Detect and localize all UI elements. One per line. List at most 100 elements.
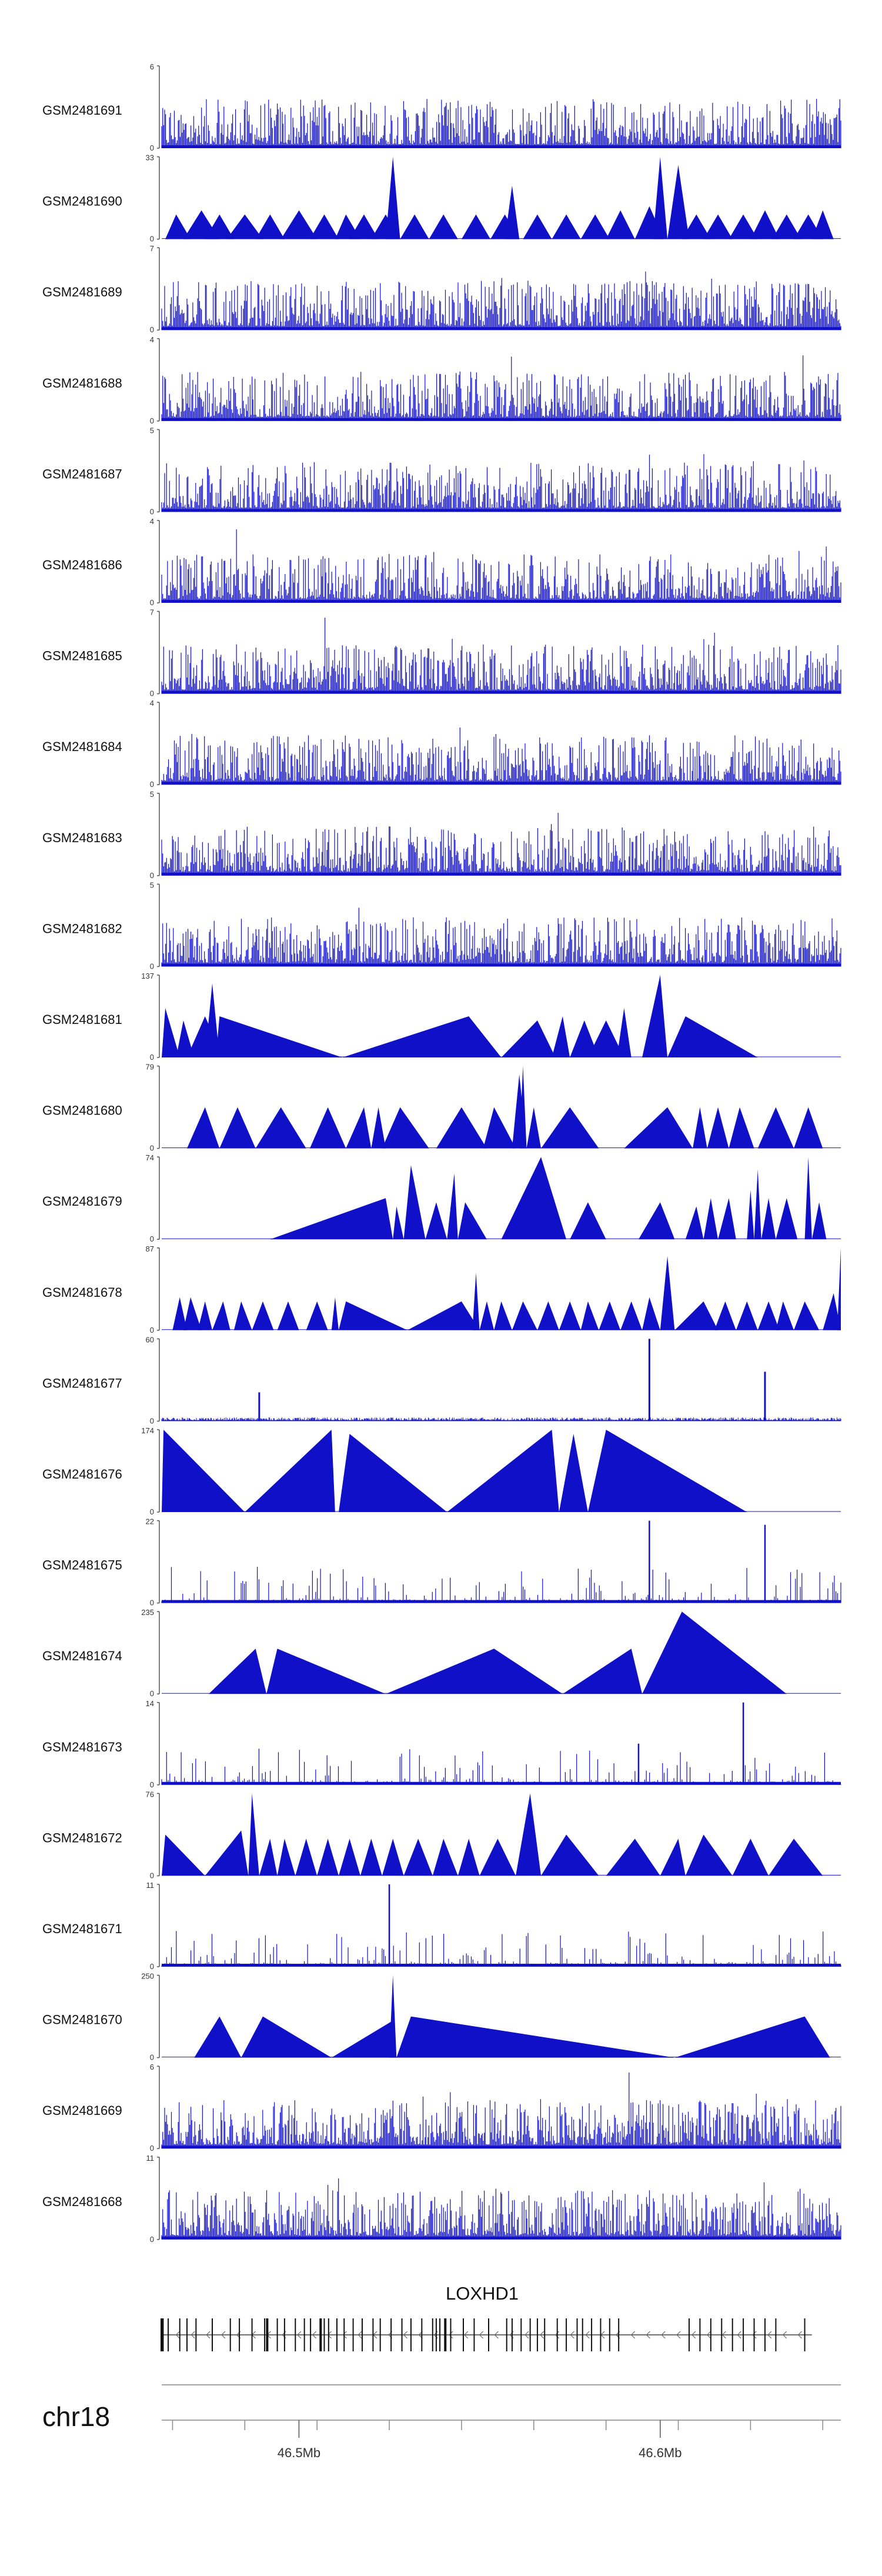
exon	[179, 2318, 181, 2351]
track-label: GSM2481674	[42, 1649, 122, 1663]
signal-peak	[270, 1198, 393, 1240]
y-tick-label-max: 6	[150, 62, 154, 71]
y-tick-label-max: 5	[150, 880, 154, 889]
signal-peak	[241, 2016, 332, 2058]
signal-peak	[606, 210, 635, 239]
track-GSM2481687: GSM2481687 5 0	[42, 426, 841, 516]
track-label: GSM2481678	[42, 1285, 122, 1300]
exon	[401, 2318, 403, 2351]
signal-peak	[339, 1838, 360, 1876]
signal-peak	[479, 1838, 516, 1876]
signal-peak	[624, 1107, 693, 1149]
signal-floor	[162, 872, 841, 876]
signal-peak	[606, 1838, 660, 1876]
exon	[743, 2318, 744, 2351]
signal-peak	[729, 1107, 754, 1149]
signal-peak	[537, 1301, 559, 1330]
signal-peak	[400, 214, 429, 239]
y-tick-label-min: 0	[150, 1416, 154, 1425]
signal-peak	[674, 2016, 830, 2058]
track-label: GSM2481691	[42, 103, 122, 118]
exon	[283, 2318, 285, 2351]
signal-peak	[317, 1838, 339, 1876]
exon	[764, 2318, 766, 2351]
signal-peak	[587, 1020, 624, 1057]
y-tick-label-max: 22	[146, 1517, 154, 1526]
axis-tick-label: 46.6Mb	[639, 2445, 681, 2460]
track-GSM2481671: GSM2481671 11 0	[42, 1881, 841, 1971]
signal-peak	[823, 1293, 841, 1330]
exon	[804, 2318, 806, 2351]
track-label: GSM2481686	[42, 558, 122, 572]
signal-peak	[205, 214, 234, 239]
track-GSM2481685: GSM2481685 7 0	[42, 608, 841, 698]
exon	[295, 2318, 296, 2351]
signal-peak	[562, 1649, 643, 1694]
track-label: GSM2481673	[42, 1740, 122, 1754]
signal-peak	[339, 1434, 447, 1512]
track-GSM2481675: GSM2481675 22 0	[42, 1517, 841, 1607]
signal-peak	[447, 1430, 559, 1512]
signal-peak	[794, 1301, 820, 1330]
track-label: GSM2481679	[42, 1194, 122, 1209]
track-label: GSM2481671	[42, 1921, 122, 1936]
signal-peak	[461, 214, 491, 239]
y-tick-label-max: 4	[150, 517, 154, 526]
y-tick-label-min: 0	[150, 416, 154, 425]
signal-peak	[757, 1107, 794, 1149]
signal-peak	[707, 1107, 729, 1149]
signal-peak	[389, 1975, 397, 2058]
track-label: GSM2481670	[42, 2013, 122, 2027]
signal-peak	[541, 1107, 599, 1149]
signal-peak	[757, 1301, 780, 1330]
signal-bars	[161, 271, 841, 331]
signal-peak	[732, 1838, 769, 1876]
exon	[168, 2318, 169, 2351]
signal-peak	[776, 1198, 798, 1240]
exon	[487, 2318, 489, 2351]
track-GSM2481672: GSM2481672 76 0	[42, 1790, 841, 1880]
y-tick-label-min: 0	[150, 1780, 154, 1789]
signal-peak	[642, 1297, 660, 1330]
signal-peak	[216, 1016, 343, 1057]
signal-peak	[674, 1301, 719, 1330]
track-label: GSM2481668	[42, 2194, 122, 2209]
signal-peak	[599, 1301, 621, 1330]
exon	[556, 2318, 558, 2351]
signal-tracks: GSM248169160GSM2481690330GSM248168970GSM…	[42, 62, 841, 2244]
track-GSM2481691: GSM2481691 6 0	[42, 62, 841, 152]
y-tick-label-min: 0	[150, 598, 154, 607]
signal-peak	[403, 1838, 433, 1876]
signal-peak	[519, 1066, 527, 1149]
signal-bars	[161, 355, 841, 421]
y-tick-label-max: 87	[146, 1244, 154, 1253]
signal-peak	[501, 1157, 567, 1240]
signal-peak	[382, 1107, 429, 1149]
signal-floor	[162, 327, 841, 331]
exon	[310, 2318, 312, 2351]
signal-peak	[667, 165, 689, 239]
signal-floor	[162, 690, 841, 694]
signal-peak	[494, 1301, 512, 1330]
signal-peak	[248, 1793, 259, 1876]
signal-peak	[255, 214, 285, 239]
signal-peak	[523, 214, 552, 239]
track-GSM2481677: GSM2481677 60 0	[42, 1335, 841, 1425]
exon	[212, 2318, 213, 2351]
signal-peak	[194, 2016, 242, 2058]
exon	[186, 2318, 188, 2351]
exon	[721, 2318, 723, 2351]
y-tick-label-max: 11	[146, 1881, 155, 1890]
signal-peak	[837, 1247, 841, 1330]
signal-floor	[162, 782, 841, 785]
exon	[582, 2318, 583, 2351]
signal-floor	[162, 2145, 841, 2149]
track-GSM2481680: GSM2481680 79 0	[42, 1063, 841, 1153]
signal-peak	[266, 1649, 386, 1694]
y-tick-label-max: 79	[146, 1063, 154, 1072]
signal-peak	[811, 210, 834, 239]
signal-peak	[685, 1206, 704, 1240]
signal-peak	[176, 1020, 195, 1057]
signal-peak	[479, 1301, 495, 1330]
